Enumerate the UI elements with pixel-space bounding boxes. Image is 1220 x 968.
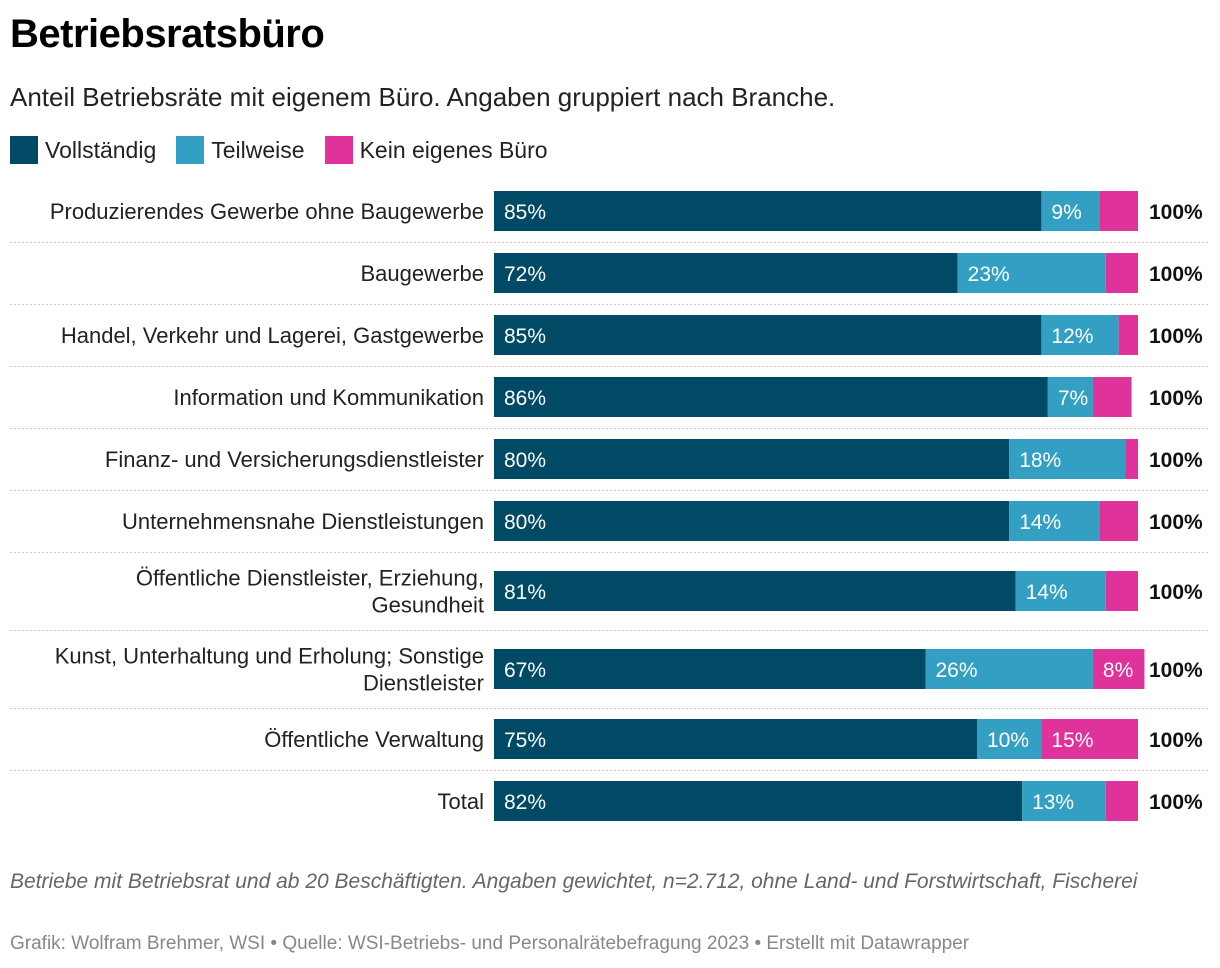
- data-label: 23%: [968, 263, 1010, 286]
- category-label: Kunst, Unterhaltung und Erholung; Sonsti…: [55, 644, 484, 696]
- category-label: Produzierendes Gewerbe ohne Baugewerbe: [50, 199, 484, 224]
- bar-segment: [494, 719, 977, 759]
- bar-segment: [1118, 315, 1138, 355]
- total-label: 100%: [1149, 659, 1203, 682]
- bar-segment: [1009, 501, 1100, 541]
- total-label: 100%: [1149, 201, 1203, 224]
- data-label: 80%: [504, 511, 546, 534]
- bar-segment: [494, 439, 1010, 479]
- bar-segment: [494, 253, 958, 293]
- data-label: 72%: [504, 263, 546, 286]
- data-label: 86%: [504, 387, 546, 410]
- bar-segment: [957, 253, 1106, 293]
- bar-segment: [1041, 315, 1119, 355]
- bar-segment: [1015, 571, 1106, 611]
- data-label: 67%: [504, 659, 546, 682]
- bar-segment: [1009, 439, 1126, 479]
- legend: Vollständig Teilweise Kein eigenes Büro: [10, 136, 568, 164]
- total-label: 100%: [1149, 325, 1203, 348]
- bar-segment: [494, 649, 926, 689]
- data-label: 15%: [1051, 729, 1093, 752]
- total-label: 100%: [1149, 511, 1203, 534]
- bar-segment: [494, 377, 1048, 417]
- total-label: 100%: [1149, 263, 1203, 286]
- data-label: 13%: [1032, 791, 1074, 814]
- legend-item-kein-buero: Kein eigenes Büro: [324, 136, 548, 164]
- bar-segment: [1041, 719, 1138, 759]
- chart-note: Betriebe mit Betriebsrat und ab 20 Besch…: [10, 870, 1138, 893]
- category-label: Handel, Verkehr und Lagerei, Gastgewerbe: [61, 323, 484, 348]
- data-label: 81%: [504, 581, 546, 604]
- legend-swatch-kein-buero: [324, 136, 353, 164]
- bar-segment: [1041, 191, 1100, 231]
- bar-segment: [1099, 501, 1138, 541]
- bar-segment: [977, 719, 1042, 759]
- category-label-line: Handel, Verkehr und Lagerei, Gastgewerbe: [61, 323, 484, 348]
- stacked-bar-chart: Produzierendes Gewerbe ohne Baugewerbe 85…: [10, 191, 1210, 821]
- legend-swatch-vollstaendig: [10, 136, 38, 164]
- legend-swatch-teilweise: [176, 136, 205, 164]
- bar-segment: [1099, 191, 1138, 231]
- bar-segment: [1105, 253, 1138, 293]
- category-label: Baugewerbe: [360, 261, 484, 286]
- category-label-line: Kunst, Unterhaltung und Erholung; Sonsti…: [55, 644, 484, 669]
- bar-segment: [1105, 571, 1138, 611]
- bar-segment: [1092, 649, 1145, 689]
- data-label: 12%: [1051, 325, 1093, 348]
- category-label-line: Dienstleister: [363, 671, 484, 696]
- chart-credit: Grafik: Wolfram Brehmer, WSI • Quelle: W…: [10, 933, 970, 954]
- data-label: 9%: [1051, 201, 1081, 224]
- bar-segment: [925, 649, 1093, 689]
- category-label-line: Unternehmensnahe Dienstleistungen: [122, 509, 484, 534]
- bar-segment: [1105, 781, 1138, 821]
- bar-segment: [494, 191, 1042, 231]
- data-label: 80%: [504, 449, 546, 472]
- total-label: 100%: [1149, 791, 1203, 814]
- bar-segment: [1125, 439, 1138, 479]
- category-label-line: Gesundheit: [371, 593, 484, 618]
- bar-segment: [1022, 781, 1106, 821]
- category-label-line: Öffentliche Verwaltung: [264, 727, 484, 752]
- legend-item-vollstaendig: Vollständig: [10, 136, 156, 164]
- total-label: 100%: [1149, 449, 1203, 472]
- data-label: 10%: [987, 729, 1029, 752]
- legend-label-teilweise: Teilweise: [211, 136, 305, 163]
- total-label: 100%: [1149, 581, 1203, 604]
- data-label: 82%: [504, 791, 546, 814]
- category-label: Information und Kommunikation: [173, 385, 484, 410]
- bar-segment: [1092, 377, 1132, 417]
- category-label-line: Finanz- und Versicherungsdienstleister: [105, 447, 484, 472]
- legend-label-vollstaendig: Vollständig: [45, 136, 157, 163]
- bar-segment: [494, 501, 1010, 541]
- category-label: Öffentliche Dienstleister, Erziehung, Ges…: [136, 566, 484, 618]
- data-label: 14%: [1019, 511, 1061, 534]
- category-label-line: Produzierendes Gewerbe ohne Baugewerbe: [50, 199, 484, 224]
- legend-item-teilweise: Teilweise: [176, 136, 305, 164]
- chart-subtitle: Anteil Betriebsräte mit eigenem Büro. An…: [10, 82, 836, 112]
- chart-title: Betriebsratsbüro: [10, 12, 325, 56]
- data-label: 14%: [1026, 581, 1068, 604]
- category-label-line: Baugewerbe: [360, 261, 484, 286]
- bar-segment: [1047, 377, 1093, 417]
- legend-label-kein-buero: Kein eigenes Büro: [359, 136, 548, 163]
- category-label-line: Information und Kommunikation: [173, 385, 484, 410]
- data-label: 75%: [504, 729, 546, 752]
- bar-segment: [494, 571, 1016, 611]
- total-label: 100%: [1149, 729, 1203, 752]
- data-label: 85%: [504, 201, 546, 224]
- category-label-line: Öffentliche Dienstleister, Erziehung,: [136, 566, 484, 591]
- data-label: 26%: [935, 659, 977, 682]
- category-label: Öffentliche Verwaltung: [264, 727, 484, 752]
- data-label: 8%: [1103, 659, 1133, 682]
- data-label: 85%: [504, 325, 546, 348]
- category-label: Total: [438, 789, 484, 814]
- category-label: Finanz- und Versicherungsdienstleister: [105, 447, 484, 472]
- data-label: 18%: [1019, 449, 1061, 472]
- total-label: 100%: [1149, 387, 1203, 410]
- category-label-line: Total: [438, 789, 484, 814]
- bar-segment: [494, 781, 1023, 821]
- category-label: Unternehmensnahe Dienstleistungen: [122, 509, 484, 534]
- bar-segment: [494, 315, 1042, 355]
- data-label: 7%: [1058, 387, 1088, 410]
